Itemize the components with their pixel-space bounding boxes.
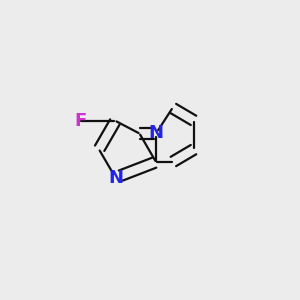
Text: N: N	[148, 124, 164, 142]
Text: N: N	[108, 169, 123, 187]
Text: F: F	[75, 112, 87, 130]
